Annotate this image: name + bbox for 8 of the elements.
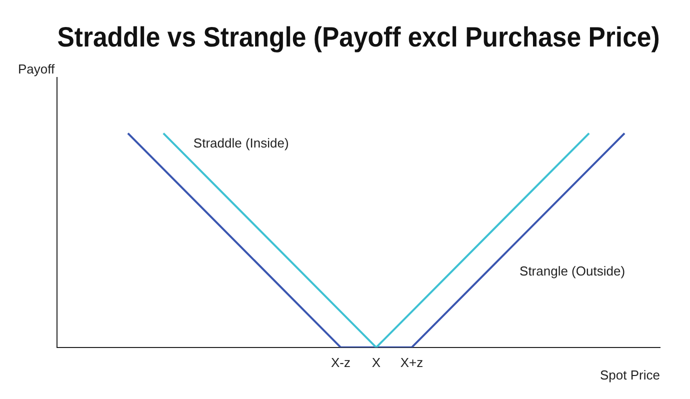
x-axis-title: Spot Price — [600, 367, 660, 382]
y-axis-title: Payoff — [18, 62, 56, 77]
x-tick-label: X-z — [331, 354, 351, 370]
series-label: Strangle (Outside) — [520, 263, 626, 278]
x-tick-label: X+z — [400, 354, 424, 370]
x-tick-label: X — [372, 354, 381, 370]
series-label: Straddle (Inside) — [193, 135, 289, 150]
chart-title: Straddle vs Strangle (Payoff excl Purchase Price) — [57, 22, 660, 53]
